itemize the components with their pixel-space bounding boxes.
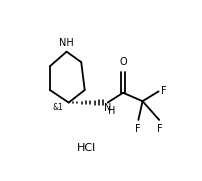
Text: O: O (119, 57, 127, 68)
Text: F: F (157, 124, 163, 134)
Text: N: N (104, 103, 111, 113)
Text: F: F (161, 86, 166, 96)
Text: HCl: HCl (77, 143, 96, 153)
Text: F: F (135, 124, 140, 134)
Text: H: H (108, 106, 115, 116)
Text: NH: NH (59, 38, 74, 48)
Text: &1: &1 (52, 102, 63, 111)
